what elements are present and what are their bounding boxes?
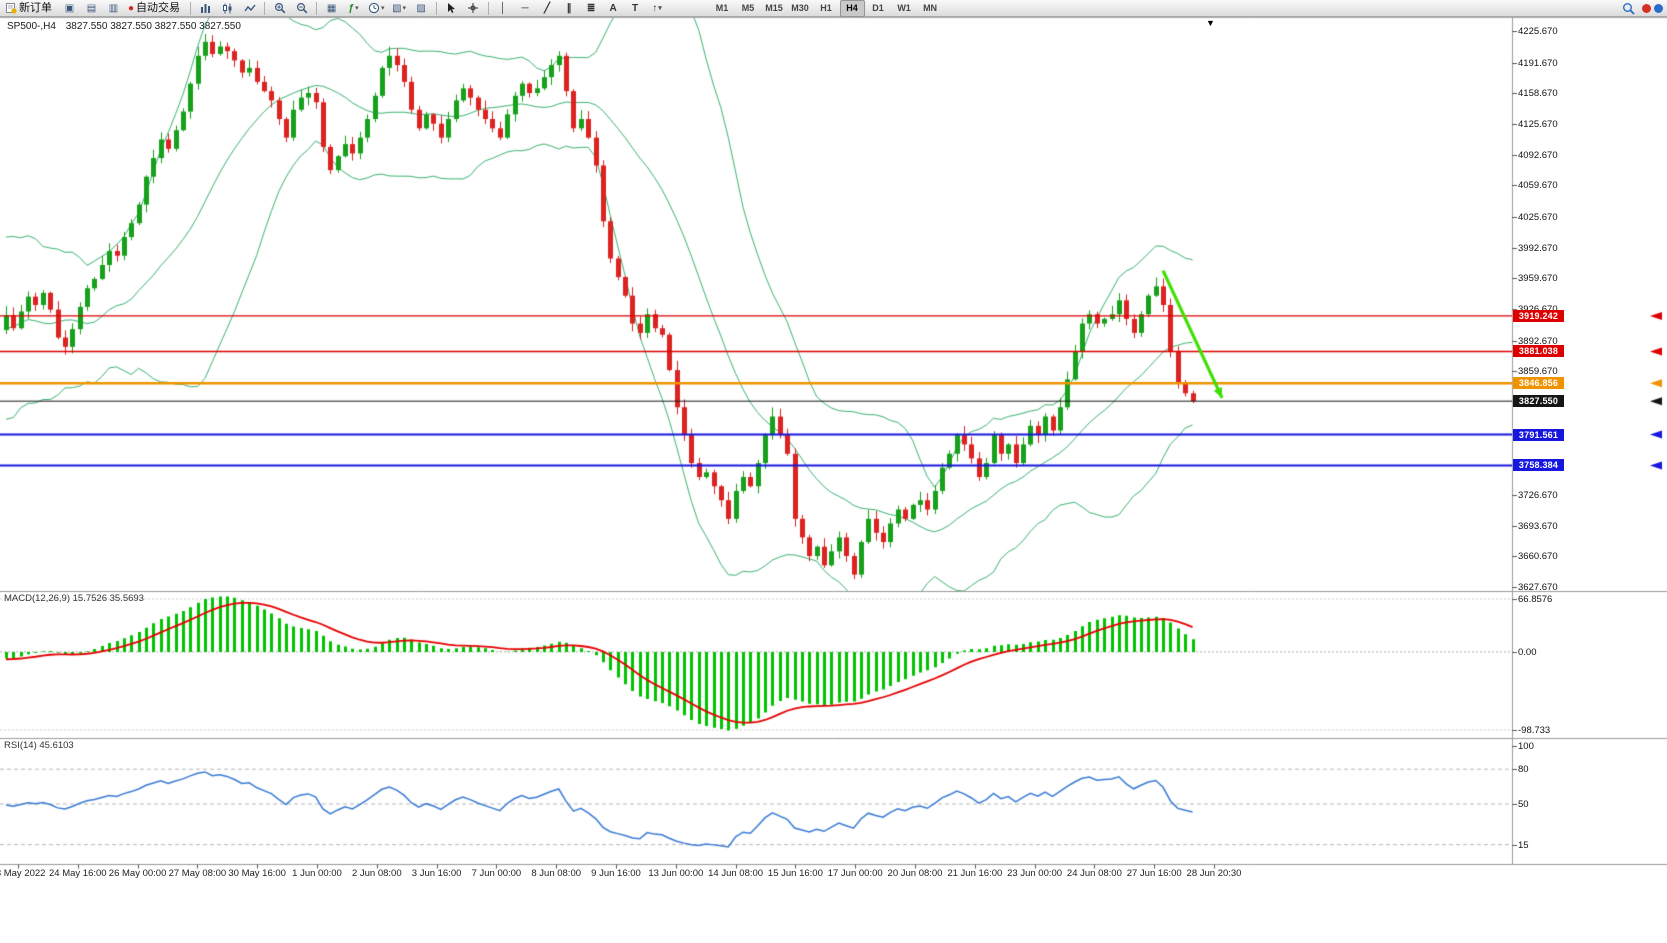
market-watch-button[interactable]: ▤ xyxy=(81,0,102,17)
chevron-down-icon: ▾ xyxy=(381,4,385,12)
templates-icon: ▧ xyxy=(392,2,402,14)
timeframe-m5-button[interactable]: M5 xyxy=(741,2,755,13)
line-chart-button[interactable] xyxy=(239,0,260,17)
timeframe-mn-button[interactable]: MN xyxy=(923,2,938,13)
status-blue-icon[interactable] xyxy=(1654,3,1663,13)
new-order-icon xyxy=(6,3,17,14)
cursor-icon xyxy=(447,3,455,13)
crosshair-button[interactable] xyxy=(463,0,484,17)
channel-button[interactable]: ∥ xyxy=(559,0,580,17)
toolbar-separator xyxy=(435,1,437,15)
ohlc-label: 3827.550 3827.550 3827.550 3827.550 xyxy=(65,21,241,32)
indicators-icon: ƒ xyxy=(348,2,355,14)
timeframe-h4-button[interactable]: H4 xyxy=(839,0,865,17)
trendline-button[interactable]: ╱ xyxy=(537,0,558,17)
fibonacci-icon: ≣ xyxy=(586,2,596,14)
templates-button[interactable]: ▧ ▾ xyxy=(389,0,410,17)
status-red-icon[interactable] xyxy=(1642,3,1651,13)
timeframe-w1-button[interactable]: W1 xyxy=(897,2,911,13)
bar-chart-button[interactable] xyxy=(195,0,216,17)
data-window-button[interactable]: ▥ xyxy=(103,0,124,17)
crosshair-icon xyxy=(468,3,479,13)
chevron-down-icon: ▾ xyxy=(355,4,359,12)
search-button[interactable] xyxy=(1618,0,1639,17)
text-button[interactable]: A xyxy=(603,0,624,17)
toolbar: 新订单 ▣ ▤ ▥ ● 自动交易 ▦ ƒ ▾ ▾ ▧ ▾ ▨ │ ─ ╱ ∥ ≣ A… xyxy=(0,0,1667,17)
macd-indicator-label: MACD(12,26,9) 15.7526 35.5693 xyxy=(4,593,144,604)
chart-shift-marker-icon: ▼ xyxy=(1206,18,1215,28)
fibonacci-button[interactable]: ≣ xyxy=(581,0,602,17)
line-chart-icon xyxy=(243,4,256,11)
time-axis[interactable] xyxy=(0,864,1512,888)
new-order-button[interactable]: 新订单 xyxy=(2,0,58,17)
chevron-down-icon: ▾ xyxy=(402,4,407,12)
new-order-label: 新订单 xyxy=(19,1,52,14)
toolbar-separator xyxy=(487,1,489,15)
candlestick-chart-button[interactable] xyxy=(217,0,238,17)
zoom-out-button[interactable] xyxy=(291,0,312,17)
timeframe-m15-button[interactable]: M15 xyxy=(765,2,783,13)
toolbar-separator xyxy=(264,1,266,15)
zoom-out-icon xyxy=(296,2,307,14)
toolbar-right-group xyxy=(1618,0,1665,17)
search-icon xyxy=(1623,2,1635,15)
horizontal-line-button[interactable]: ─ xyxy=(515,0,536,17)
chart-header: SP500-,H4 3827.550 3827.550 3827.550 382… xyxy=(7,21,241,32)
objects-list-icon: ▨ xyxy=(416,2,426,14)
tile-windows-icon: ▦ xyxy=(326,2,337,14)
trendline-icon: ╱ xyxy=(544,2,551,14)
symbol-period-label: SP500-,H4 xyxy=(7,21,56,32)
channel-icon: ∥ xyxy=(566,2,572,14)
tile-windows-button[interactable]: ▦ xyxy=(321,0,342,17)
vertical-line-icon: │ xyxy=(499,2,507,14)
chart-window-icon: ▣ xyxy=(64,2,75,14)
toolbar-separator xyxy=(316,1,318,15)
horizontal-line-icon: ─ xyxy=(521,2,529,14)
indicators-button[interactable]: ƒ ▾ xyxy=(343,0,364,17)
objects-list-button[interactable]: ▨ xyxy=(411,0,432,17)
arrows-icon: ↑ xyxy=(652,2,658,14)
price-axis[interactable] xyxy=(1512,17,1582,864)
period-button[interactable]: ▾ xyxy=(365,0,388,17)
toolbar-separator xyxy=(190,1,192,15)
timeframe-m30-button[interactable]: M30 xyxy=(791,2,809,13)
timeframe-h1-button[interactable]: H1 xyxy=(820,2,832,13)
autotrading-icon: ● xyxy=(128,2,135,14)
autotrading-label: 自动交易 xyxy=(136,1,181,14)
clock-icon xyxy=(368,2,380,14)
chart-window-button[interactable]: ▣ xyxy=(59,0,80,17)
timeframe-d1-button[interactable]: D1 xyxy=(872,2,884,13)
cursor-button[interactable] xyxy=(441,0,462,17)
data-window-icon: ▥ xyxy=(108,2,119,14)
candlestick-chart-icon xyxy=(223,3,232,13)
text-icon: A xyxy=(609,2,617,14)
text-label-button[interactable]: T xyxy=(625,0,646,17)
zoom-in-icon xyxy=(274,2,285,14)
rsi-indicator-label: RSI(14) 45.6103 xyxy=(4,740,74,751)
autotrading-button[interactable]: ● 自动交易 xyxy=(125,0,186,17)
chevron-down-icon: ▾ xyxy=(658,4,662,12)
text-label-icon: T xyxy=(632,2,639,14)
zoom-in-button[interactable] xyxy=(269,0,290,17)
bar-chart-icon xyxy=(201,3,211,13)
vertical-line-button[interactable]: │ xyxy=(493,0,514,17)
timeframe-m1-button[interactable]: M1 xyxy=(715,2,729,13)
market-watch-icon: ▤ xyxy=(86,2,97,14)
arrows-button[interactable]: ↑ ▾ xyxy=(647,0,668,17)
